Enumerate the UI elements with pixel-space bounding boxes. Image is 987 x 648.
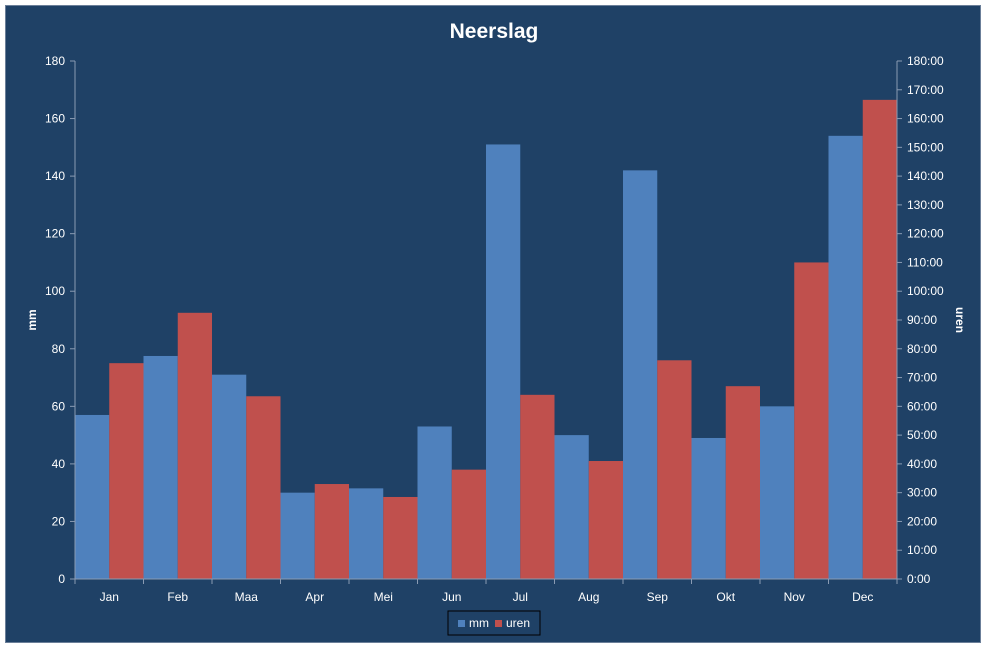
y2-tick-label: 0:00 [907,572,931,586]
x-tick-label: Jan [100,590,119,604]
chart-area: Neerslag 0 20 40 60 80 100 120 140 160 180 0:00 10:… [5,5,981,643]
bar-mm-jul [486,144,521,579]
bar-mm-dec [828,135,863,580]
y2-tick-label: 110:00 [907,255,943,269]
legend: mm uren [447,610,541,636]
y2-tick-label: 170:00 [907,83,944,97]
bar-uren-jan [109,363,144,579]
bar-uren-feb [177,312,212,579]
y-tick-label: 0 [58,572,65,586]
x-tick-label: Okt [716,590,735,604]
bar-uren-nov [794,262,829,579]
x-tick-label: Feb [167,590,188,604]
y2-tick-label: 90:00 [907,313,937,327]
bar-mm-jan [75,414,110,579]
bar-uren-sep [657,360,692,579]
y2-tick-label: 60:00 [907,399,937,413]
y-axis-title: mm [25,309,39,330]
x-tick-label: Jun [442,590,461,604]
y-tick-label: 120 [45,227,65,241]
chart-canvas: Neerslag 0 20 40 60 80 100 120 140 160 180 0:00 10:… [25,20,967,636]
bar-uren-jul [520,394,555,579]
plot-area: 0 20 40 60 80 100 120 140 160 180 0:00 10:00 20:00 30… [45,54,944,604]
y2-tick-label: 10:00 [907,543,937,557]
x-tick-label: Aug [578,590,599,604]
x-tick-label: Mei [374,590,393,604]
y2-tick-label: 160:00 [907,112,944,126]
y2-tick-label: 70:00 [907,371,937,385]
y-tick-label: 20 [52,514,66,528]
bar-uren-aug [588,461,623,579]
y2-tick-label: 40:00 [907,457,937,471]
bar-uren-mei [383,496,418,579]
bar-mm-mei [349,488,384,579]
bar-mm-jun [417,426,452,579]
y-tick-label: 180 [45,54,65,68]
y2-tick-label: 180:00 [907,54,944,68]
y2-tick-label: 100:00 [907,284,944,298]
y2-tick-label: 140:00 [907,169,944,183]
bar-mm-nov [760,406,795,579]
y-tick-label: 40 [52,457,66,471]
bar-mm-aug [554,435,589,579]
bar-mm-okt [691,437,726,579]
x-tick-label: Dec [852,590,873,604]
bar-uren-jun [451,469,486,579]
y2-tick-label: 30:00 [907,486,937,500]
chart-title: Neerslag [450,20,539,43]
x-tick-label: Apr [305,590,324,604]
legend-swatch-uren [495,620,502,627]
bar-uren-maa [246,396,281,579]
bar-uren-okt [725,386,760,579]
x-tick-label: Jul [513,590,528,604]
y-tick-label: 140 [45,169,65,183]
bar-mm-feb [143,355,178,579]
x-tick-label: Nov [784,590,805,604]
y-tick-label: 80 [52,342,66,356]
legend-label-mm: mm [469,616,489,630]
legend-label-uren: uren [506,616,530,630]
y-tick-label: 100 [45,284,65,298]
y2-axis-title: uren [953,307,967,333]
y2-tick-label: 120:00 [907,227,944,241]
legend-swatch-mm [458,620,465,627]
bar-mm-maa [212,374,247,579]
x-tick-label: Sep [647,590,669,604]
y-tick-label: 160 [45,112,65,126]
bar-uren-dec [862,99,897,579]
y2-tick-label: 20:00 [907,514,937,528]
y2-tick-label: 50:00 [907,428,937,442]
y2-tick-label: 150:00 [907,140,944,154]
y2-tick-label: 80:00 [907,342,937,356]
bar-mm-apr [280,492,315,579]
legend-box [447,610,541,636]
x-tick-label: Maa [235,590,259,604]
y2-tick-label: 130:00 [907,198,944,212]
y-tick-label: 60 [52,399,66,413]
bar-mm-sep [623,170,658,579]
bar-uren-apr [314,484,349,579]
